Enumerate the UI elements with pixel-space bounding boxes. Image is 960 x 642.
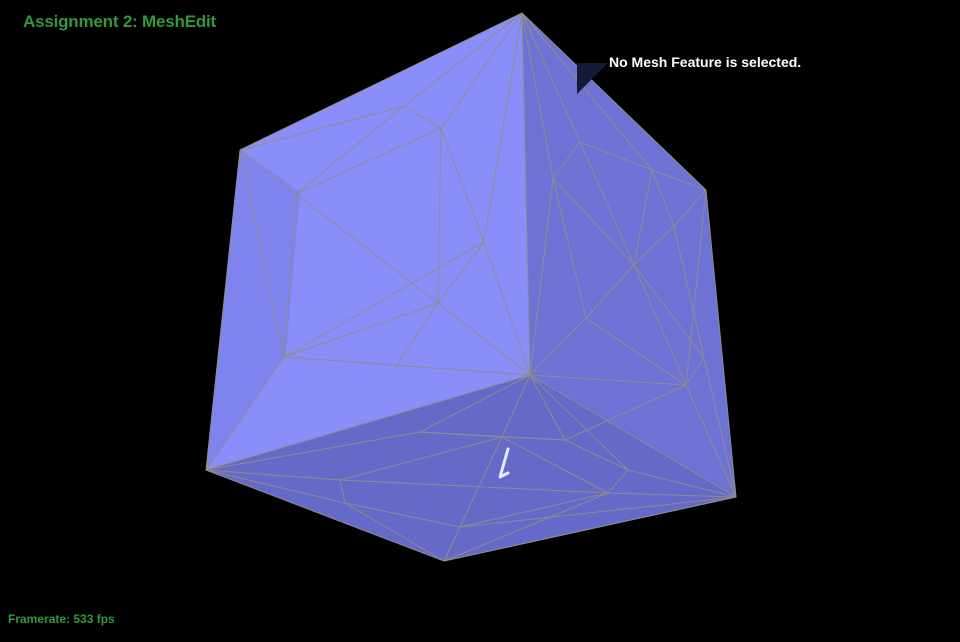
cursor-icon (498, 447, 510, 479)
framerate-readout: Framerate: 533 fps (8, 612, 115, 626)
selection-info-text: No Mesh Feature is selected. (609, 54, 802, 70)
mesh-face-bottom[interactable] (206, 375, 736, 561)
app-title: Assignment 2: MeshEdit (23, 12, 217, 31)
mesh-edges (205, 12, 737, 562)
info-panel-corner (577, 63, 608, 94)
mesh-face-front-shade (206, 150, 300, 470)
